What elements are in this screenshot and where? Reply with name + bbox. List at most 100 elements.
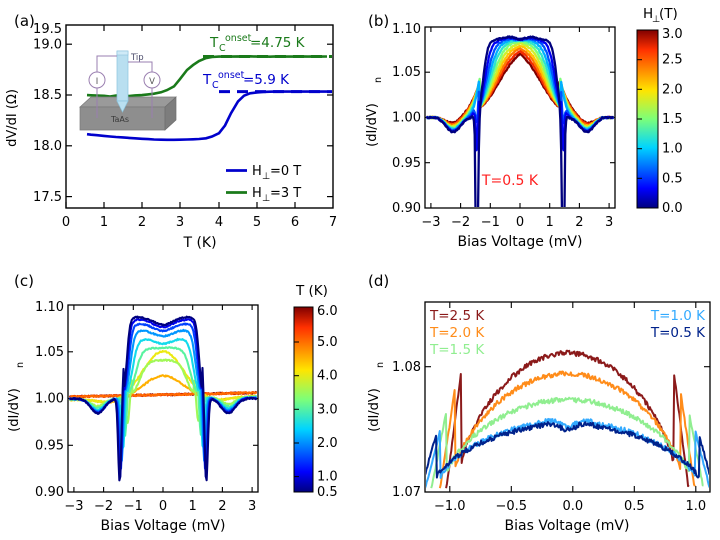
panel-c: (c) (dI/dV) n 0.90 0.95 1.00 1.05 1.10 −… [0,262,360,540]
data-curve [69,358,257,424]
svg-text:n: n [15,362,26,368]
data-curve [438,370,696,489]
svg-text:1.05: 1.05 [392,65,421,80]
panel-c-colorbar-gradient [293,306,314,493]
svg-text:onset: onset [225,33,252,44]
legend-label-h0-rest: =0 T [270,164,301,179]
svg-text:3: 3 [605,215,613,230]
cb-c-tick-4: 4.0 [317,369,338,384]
data-curve [426,35,614,207]
panel-a-tc-green-annotation: T C onset =4.75 K [209,33,306,54]
cb-c-tick-2: 2.0 [317,436,338,451]
cb-c-tick-0: 0.5 [317,485,338,500]
svg-text:onset: onset [218,70,245,81]
svg-text:1: 1 [546,215,554,230]
svg-text:1.0: 1.0 [685,499,706,514]
svg-text:5: 5 [253,215,261,230]
svg-text:18.5: 18.5 [33,88,62,103]
legend-label-h0-base: H [252,164,262,179]
panel-d-label-t25: T=2.5 K [429,308,485,324]
inset-tip-cap [116,50,129,56]
panel-a-ytick-marks [327,43,333,198]
svg-text:0.95: 0.95 [392,156,421,171]
svg-text:1.10: 1.10 [392,22,421,37]
svg-text:−1: −1 [481,215,500,230]
inset-wire-left [96,55,117,72]
svg-text:2: 2 [138,215,146,230]
svg-text:3: 3 [248,499,256,514]
panel-a-xticks: 0 1 2 3 4 5 6 7 [62,25,337,230]
panel-b-colorbar-title: H ⊥ (T) [643,6,678,25]
svg-text:−3: −3 [64,499,83,514]
svg-text:−2: −2 [451,215,470,230]
panel-c-ylabel: (dI/dV) n [7,362,26,432]
svg-text:−3: −3 [421,215,440,230]
panel-b-xlabel: Bias Voltage (mV) [458,234,583,250]
panel-c-curves [69,315,257,482]
panel-b: (b) (dI/dV) n 0.90 0.95 1.00 1.05 1.10 −… [360,0,720,262]
legend-label-h0-sub: ⊥ [262,171,270,182]
panel-c-yticks: 0.90 0.95 1.00 1.05 1.10 [35,300,64,500]
panel-a-inset-schematic: TaAs Tip I V [79,50,177,131]
panel-a-yticks: 17.5 18.0 18.5 19.0 19.5 [33,22,72,205]
legend-label-h3-sub: ⊥ [262,193,270,204]
data-curve [69,315,257,482]
svg-text:0: 0 [159,499,167,514]
panel-b-label: (b) [368,12,389,30]
svg-text:1: 1 [100,215,108,230]
svg-text:3: 3 [176,215,184,230]
cb-b-tick-4: 2.0 [662,82,683,97]
panel-d-frame [424,301,711,493]
panel-d-label: (d) [368,272,389,290]
panel-c-colorbar: 0.5 1.0 2.0 3.0 4.0 5.0 6.0 T (K) [293,283,338,500]
panel-a-tc-blue-annotation: T C onset =5.9 K [202,70,290,91]
svg-text:1: 1 [189,499,197,514]
svg-text:0: 0 [62,215,70,230]
svg-text:19.0: 19.0 [33,38,62,53]
panel-d-ylabel: (dI/dV) n [367,362,386,432]
inset-tip-body [116,50,129,102]
panel-b-xticks: −3 −2 −1 0 1 2 3 [421,27,613,230]
inset-tip-point [116,100,129,113]
data-curve [69,349,257,404]
svg-text:−0.5: −0.5 [496,499,528,514]
data-curve [430,396,704,489]
panel-d-xticks: −1.0 −0.5 0.0 0.5 1.0 [434,302,706,514]
svg-text:0.5: 0.5 [624,499,645,514]
panel-c-label: (c) [14,272,34,290]
svg-text:(dI/dV): (dI/dV) [7,388,22,432]
svg-text:−1: −1 [124,499,143,514]
svg-text:0.95: 0.95 [35,438,64,453]
panel-d-xlabel: Bias Voltage (mV) [505,518,630,534]
legend-label-h3-rest: =3 T [270,186,301,201]
panel-d-label-t10: T=1.0 K [650,308,706,324]
svg-text:6: 6 [291,215,299,230]
svg-text:−2: −2 [94,499,113,514]
panel-a-ylabel: dV/dI (Ω) [5,89,20,147]
inset-voltage-meter-label: V [149,77,155,87]
svg-text:2: 2 [575,215,583,230]
panel-c-colorbar-title: T (K) [295,283,328,299]
svg-text:−1.0: −1.0 [434,499,466,514]
panel-a-curve-blue [86,90,327,142]
panel-b-yticks: 0.90 0.95 1.00 1.05 1.10 [392,22,421,216]
svg-text:n: n [375,362,386,368]
svg-text:C: C [212,80,219,91]
svg-text:H: H [643,6,653,22]
svg-text:0.90: 0.90 [392,201,421,216]
svg-text:0.0: 0.0 [562,499,583,514]
data-curve [69,391,257,399]
svg-text:1.00: 1.00 [35,392,64,407]
cb-b-tick-5: 2.5 [662,53,683,68]
panel-d-labels-right: T=1.0 K T=0.5 K [650,308,706,341]
inset-tip-label: Tip [130,53,144,63]
svg-text:2: 2 [218,499,226,514]
data-curve [445,349,690,489]
svg-text:=5.9 K: =5.9 K [243,72,290,88]
cb-b-tick-6: 3.0 [662,27,683,42]
svg-text:1.10: 1.10 [35,300,64,315]
panel-b-ylabel: (dI/dV) n [365,77,384,147]
panel-b-curves [426,35,614,207]
cb-c-tick-6: 6.0 [317,304,338,319]
